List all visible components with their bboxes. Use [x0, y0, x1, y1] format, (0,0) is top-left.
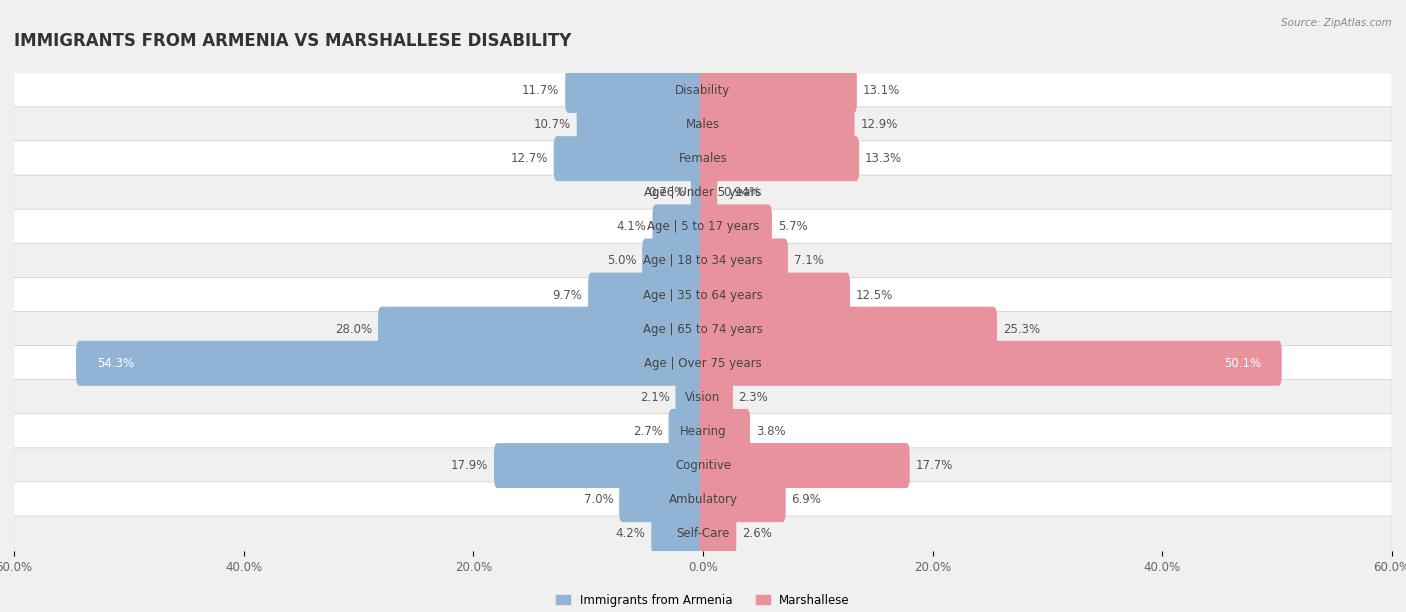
- Text: 3.8%: 3.8%: [756, 425, 786, 438]
- FancyBboxPatch shape: [14, 482, 1392, 517]
- FancyBboxPatch shape: [700, 204, 772, 249]
- Text: 7.1%: 7.1%: [794, 255, 824, 267]
- FancyBboxPatch shape: [378, 307, 706, 352]
- FancyBboxPatch shape: [14, 209, 1392, 245]
- Text: 0.94%: 0.94%: [723, 186, 761, 200]
- FancyBboxPatch shape: [651, 511, 706, 556]
- FancyBboxPatch shape: [494, 443, 706, 488]
- Text: 12.9%: 12.9%: [860, 118, 897, 131]
- FancyBboxPatch shape: [14, 312, 1392, 347]
- FancyBboxPatch shape: [643, 239, 706, 283]
- Text: 4.2%: 4.2%: [616, 528, 645, 540]
- FancyBboxPatch shape: [14, 107, 1392, 143]
- FancyBboxPatch shape: [700, 375, 733, 420]
- Text: Vision: Vision: [685, 391, 721, 404]
- Text: 54.3%: 54.3%: [97, 357, 134, 370]
- Text: Self-Care: Self-Care: [676, 528, 730, 540]
- Text: 13.1%: 13.1%: [863, 84, 900, 97]
- FancyBboxPatch shape: [14, 516, 1392, 551]
- Text: Age | 35 to 64 years: Age | 35 to 64 years: [643, 289, 763, 302]
- Text: Age | Under 5 years: Age | Under 5 years: [644, 186, 762, 200]
- Text: Disability: Disability: [675, 84, 731, 97]
- FancyBboxPatch shape: [576, 102, 706, 147]
- Text: Age | 5 to 17 years: Age | 5 to 17 years: [647, 220, 759, 233]
- FancyBboxPatch shape: [619, 477, 706, 522]
- FancyBboxPatch shape: [14, 277, 1392, 313]
- FancyBboxPatch shape: [700, 409, 749, 454]
- Text: 12.5%: 12.5%: [856, 289, 893, 302]
- FancyBboxPatch shape: [700, 68, 856, 113]
- Text: 2.1%: 2.1%: [640, 391, 669, 404]
- FancyBboxPatch shape: [700, 307, 997, 352]
- Text: 11.7%: 11.7%: [522, 84, 560, 97]
- Text: Age | Over 75 years: Age | Over 75 years: [644, 357, 762, 370]
- FancyBboxPatch shape: [554, 136, 706, 181]
- Text: 2.7%: 2.7%: [633, 425, 662, 438]
- Text: Hearing: Hearing: [679, 425, 727, 438]
- FancyBboxPatch shape: [14, 379, 1392, 415]
- FancyBboxPatch shape: [14, 414, 1392, 449]
- Text: 0.76%: 0.76%: [648, 186, 685, 200]
- Text: 50.1%: 50.1%: [1223, 357, 1261, 370]
- Text: 17.9%: 17.9%: [451, 459, 488, 472]
- Text: 17.7%: 17.7%: [915, 459, 953, 472]
- FancyBboxPatch shape: [14, 243, 1392, 278]
- Text: Age | 18 to 34 years: Age | 18 to 34 years: [643, 255, 763, 267]
- Text: 9.7%: 9.7%: [553, 289, 582, 302]
- FancyBboxPatch shape: [700, 239, 787, 283]
- Text: Age | 65 to 74 years: Age | 65 to 74 years: [643, 323, 763, 335]
- Text: 10.7%: 10.7%: [534, 118, 571, 131]
- Text: 2.6%: 2.6%: [742, 528, 772, 540]
- FancyBboxPatch shape: [700, 170, 717, 215]
- FancyBboxPatch shape: [565, 68, 706, 113]
- Text: Females: Females: [679, 152, 727, 165]
- Text: 5.7%: 5.7%: [778, 220, 807, 233]
- Text: 12.7%: 12.7%: [510, 152, 548, 165]
- FancyBboxPatch shape: [76, 341, 706, 386]
- Text: Cognitive: Cognitive: [675, 459, 731, 472]
- FancyBboxPatch shape: [14, 346, 1392, 381]
- FancyBboxPatch shape: [700, 443, 910, 488]
- Text: 7.0%: 7.0%: [583, 493, 613, 506]
- FancyBboxPatch shape: [588, 272, 706, 318]
- FancyBboxPatch shape: [700, 136, 859, 181]
- FancyBboxPatch shape: [700, 477, 786, 522]
- FancyBboxPatch shape: [652, 204, 706, 249]
- FancyBboxPatch shape: [669, 409, 706, 454]
- Text: Ambulatory: Ambulatory: [668, 493, 738, 506]
- FancyBboxPatch shape: [14, 175, 1392, 211]
- Text: Males: Males: [686, 118, 720, 131]
- Text: 28.0%: 28.0%: [335, 323, 373, 335]
- Text: 13.3%: 13.3%: [865, 152, 903, 165]
- Text: 25.3%: 25.3%: [1002, 323, 1040, 335]
- Text: IMMIGRANTS FROM ARMENIA VS MARSHALLESE DISABILITY: IMMIGRANTS FROM ARMENIA VS MARSHALLESE D…: [14, 32, 571, 50]
- FancyBboxPatch shape: [700, 511, 737, 556]
- FancyBboxPatch shape: [690, 170, 706, 215]
- FancyBboxPatch shape: [675, 375, 706, 420]
- FancyBboxPatch shape: [14, 73, 1392, 108]
- FancyBboxPatch shape: [700, 341, 1282, 386]
- FancyBboxPatch shape: [700, 272, 851, 318]
- Text: Source: ZipAtlas.com: Source: ZipAtlas.com: [1281, 18, 1392, 28]
- Text: 2.3%: 2.3%: [738, 391, 768, 404]
- Text: 4.1%: 4.1%: [617, 220, 647, 233]
- FancyBboxPatch shape: [14, 448, 1392, 483]
- Text: 6.9%: 6.9%: [792, 493, 821, 506]
- Legend: Immigrants from Armenia, Marshallese: Immigrants from Armenia, Marshallese: [555, 594, 851, 607]
- Text: 5.0%: 5.0%: [607, 255, 637, 267]
- FancyBboxPatch shape: [14, 141, 1392, 176]
- FancyBboxPatch shape: [700, 102, 855, 147]
